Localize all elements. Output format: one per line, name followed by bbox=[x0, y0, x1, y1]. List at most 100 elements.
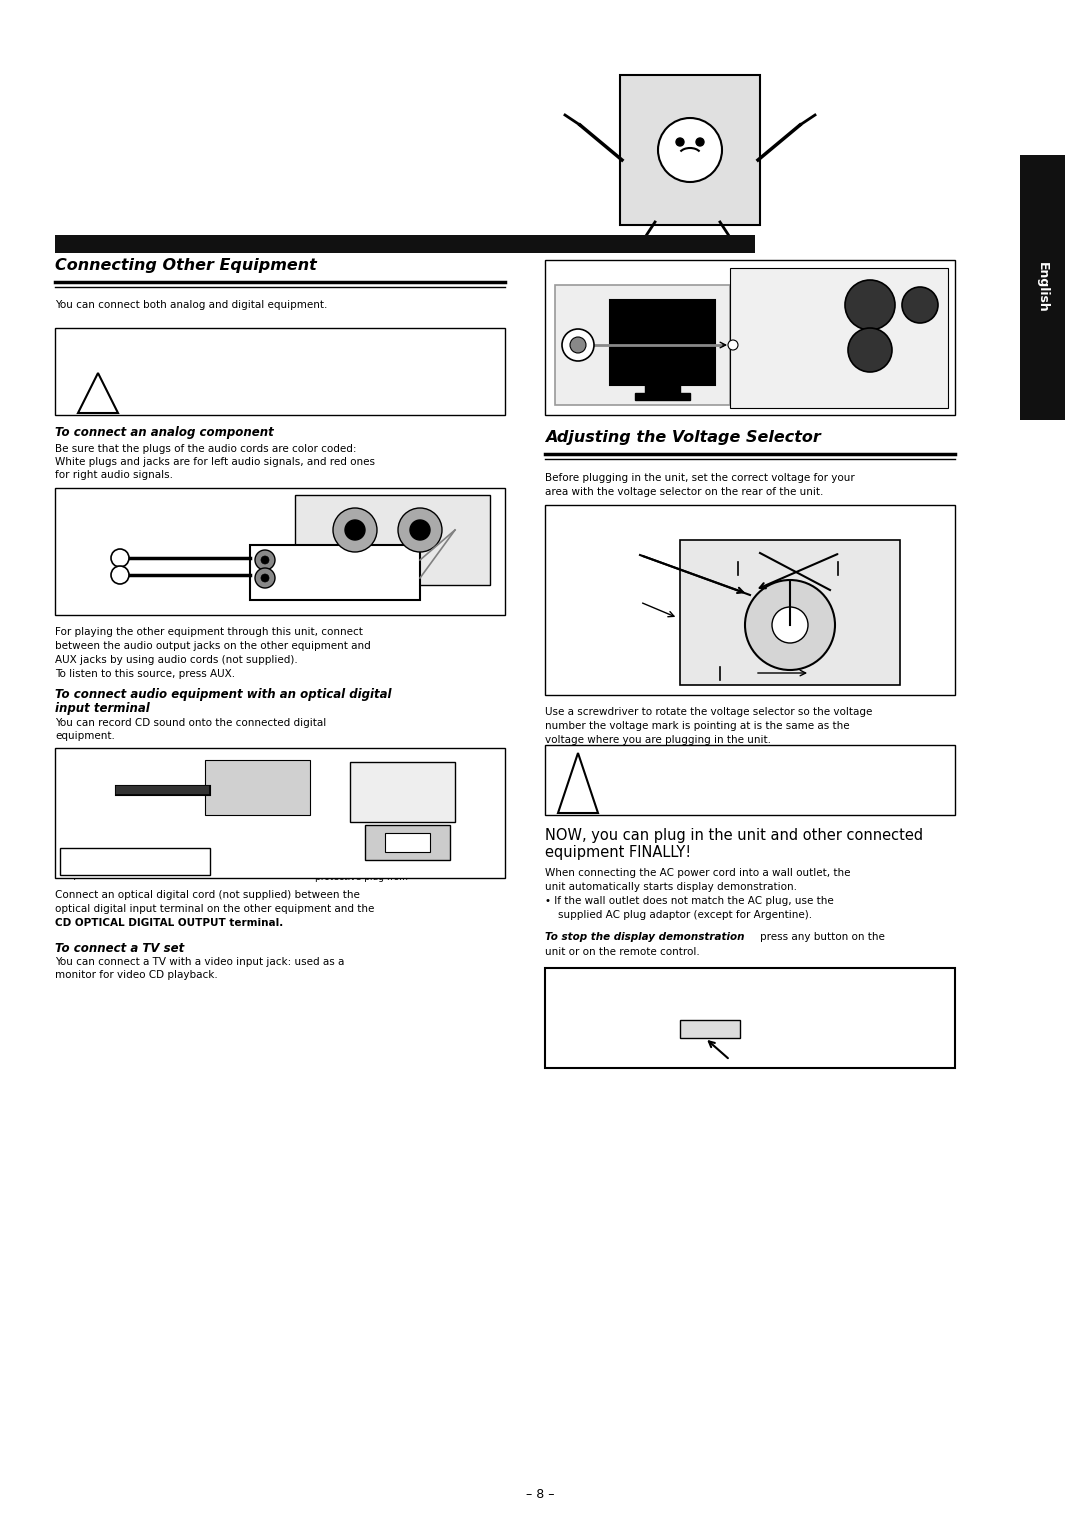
Circle shape bbox=[261, 556, 269, 564]
Text: press any button.: press any button. bbox=[720, 1051, 812, 1062]
Text: To connect a TV set: To connect a TV set bbox=[55, 941, 185, 955]
Bar bbox=[60, 848, 210, 876]
Text: DIGITAL: DIGITAL bbox=[244, 778, 271, 782]
Text: Auxiliary Equipment: Auxiliary Equipment bbox=[557, 270, 663, 280]
Text: To audio output: To audio output bbox=[70, 605, 140, 614]
Text: Before plugging in the unit, set the correct voltage for your: Before plugging in the unit, set the cor… bbox=[545, 474, 854, 483]
Circle shape bbox=[333, 507, 377, 552]
Text: for right audio signals.: for right audio signals. bbox=[55, 471, 173, 480]
Text: 220V: 220V bbox=[810, 669, 837, 680]
Text: For playing the other equipment through this unit, connect: For playing the other equipment through … bbox=[55, 626, 363, 637]
Text: Before connecting: Before connecting bbox=[315, 840, 397, 850]
Circle shape bbox=[728, 341, 738, 350]
Bar bbox=[55, 235, 755, 254]
Text: STOP!: STOP! bbox=[85, 397, 110, 403]
Text: • DO NOT plug in before setting the voltage: • DO NOT plug in before setting the volt… bbox=[615, 756, 845, 767]
Text: 127V: 127V bbox=[710, 552, 737, 561]
Text: -240V: -240V bbox=[820, 559, 851, 570]
Text: unit automatically starts display demonstration.: unit automatically starts display demons… bbox=[545, 882, 797, 892]
Polygon shape bbox=[558, 753, 598, 813]
Text: 110V: 110V bbox=[700, 669, 727, 680]
Circle shape bbox=[562, 329, 594, 361]
Bar bbox=[384, 833, 430, 853]
Text: supplied AC plug adaptor (except for Argentine).: supplied AC plug adaptor (except for Arg… bbox=[558, 911, 812, 920]
Text: between the audio output jacks on the other equipment and: between the audio output jacks on the ot… bbox=[55, 642, 370, 651]
Text: AUX jacks by using audio cords (not supplied).: AUX jacks by using audio cords (not supp… bbox=[55, 656, 298, 665]
Bar bbox=[249, 545, 420, 601]
Bar bbox=[680, 1021, 740, 1038]
Text: OUTPUT: OUTPUT bbox=[244, 788, 272, 795]
Text: To video input: To video input bbox=[561, 396, 623, 405]
Text: remove the: remove the bbox=[315, 862, 367, 871]
Bar bbox=[545, 260, 955, 416]
Bar bbox=[295, 495, 490, 585]
Bar bbox=[55, 329, 505, 416]
Text: You can record CD sound onto the connected digital: You can record CD sound onto the connect… bbox=[55, 718, 326, 727]
Text: RIGHT   LEFT: RIGHT LEFT bbox=[319, 555, 367, 564]
Text: Audio equipment: Audio equipment bbox=[65, 851, 143, 860]
Text: – 8 –: – 8 – bbox=[526, 1488, 554, 1500]
Circle shape bbox=[261, 575, 269, 582]
Text: voltage where you are plugging in the unit.: voltage where you are plugging in the un… bbox=[545, 735, 771, 746]
Bar bbox=[545, 746, 955, 814]
Circle shape bbox=[255, 568, 275, 588]
Bar bbox=[350, 762, 455, 822]
Text: press any button on the: press any button on the bbox=[760, 932, 885, 941]
Circle shape bbox=[658, 118, 723, 182]
Text: AUX: AUX bbox=[376, 500, 394, 509]
Bar bbox=[55, 749, 505, 879]
Polygon shape bbox=[78, 373, 118, 413]
Text: DEMO: DEMO bbox=[696, 1022, 718, 1031]
Text: is on.: is on. bbox=[148, 358, 176, 368]
Bar bbox=[545, 504, 955, 695]
Text: CANCEL: CANCEL bbox=[696, 1033, 720, 1038]
Text: When connecting the AC power cord into a wall outlet, the: When connecting the AC power cord into a… bbox=[545, 868, 851, 879]
Text: digital input: digital input bbox=[68, 853, 123, 860]
Bar bbox=[365, 825, 450, 860]
Text: NOW, you can plug in the unit and other connected: NOW, you can plug in the unit and other … bbox=[545, 828, 923, 843]
Bar bbox=[730, 267, 948, 408]
Text: connections are complete.: connections are complete. bbox=[148, 390, 286, 400]
Text: CD OPTICAL: CD OPTICAL bbox=[238, 766, 279, 772]
Text: To stop the display demonstration: To stop the display demonstration bbox=[545, 932, 744, 941]
Text: • If the wall outlet does not match the AC plug, use the: • If the wall outlet does not match the … bbox=[545, 895, 834, 906]
Circle shape bbox=[399, 507, 442, 552]
Text: the other equipment,: the other equipment, bbox=[315, 851, 411, 860]
Text: To connect audio equipment with an optical digital: To connect audio equipment with an optic… bbox=[55, 688, 391, 701]
Text: 230V: 230V bbox=[820, 547, 847, 558]
Circle shape bbox=[696, 138, 704, 147]
Text: Audio/video: Audio/video bbox=[307, 559, 364, 570]
Text: Be sure that the plugs of the audio cords are color coded:: Be sure that the plugs of the audio cord… bbox=[55, 445, 356, 454]
Text: • DO NOT connect any equipment while the power: • DO NOT connect any equipment while the… bbox=[135, 342, 400, 351]
Bar bbox=[635, 393, 690, 400]
Bar bbox=[55, 487, 505, 614]
Text: area with the voltage selector on the rear of the unit.: area with the voltage selector on the re… bbox=[545, 487, 823, 497]
Text: Adjusting the Voltage Selector: Adjusting the Voltage Selector bbox=[545, 429, 821, 445]
Text: To listen to this source, press AUX.: To listen to this source, press AUX. bbox=[55, 669, 235, 678]
Text: CD OPTICAL DIGITAL OUTPUT terminal.: CD OPTICAL DIGITAL OUTPUT terminal. bbox=[55, 918, 283, 927]
Text: STOP!: STOP! bbox=[566, 790, 590, 796]
Text: protective plug from: protective plug from bbox=[315, 872, 408, 882]
Bar bbox=[545, 969, 955, 1068]
Circle shape bbox=[848, 329, 892, 371]
Text: To optical: To optical bbox=[68, 840, 111, 850]
Text: monitor for video CD playback.: monitor for video CD playback. bbox=[55, 970, 218, 979]
Circle shape bbox=[772, 607, 808, 643]
Text: unit or on the remote control.: unit or on the remote control. bbox=[545, 947, 700, 957]
Text: equipment.: equipment. bbox=[55, 730, 114, 741]
Bar bbox=[620, 75, 760, 225]
Text: White plugs and jacks are for left audio signals, and red ones: White plugs and jacks are for left audio… bbox=[55, 457, 375, 468]
Text: input: input bbox=[65, 871, 89, 880]
Text: English: English bbox=[1036, 263, 1049, 313]
Circle shape bbox=[845, 280, 895, 330]
Text: You can connect a TV with a video input jack: used as a: You can connect a TV with a video input … bbox=[55, 957, 345, 967]
Bar bbox=[610, 299, 715, 385]
Text: Protective: Protective bbox=[374, 773, 427, 782]
Text: equipment FINALLY!: equipment FINALLY! bbox=[545, 845, 691, 860]
Circle shape bbox=[111, 565, 129, 584]
Text: You can connect both analog and digital equipment.: You can connect both analog and digital … bbox=[55, 299, 327, 310]
Bar bbox=[205, 759, 310, 814]
Text: with an optical digital: with an optical digital bbox=[65, 860, 163, 869]
Bar bbox=[680, 539, 900, 685]
Text: TV: TV bbox=[565, 292, 581, 306]
